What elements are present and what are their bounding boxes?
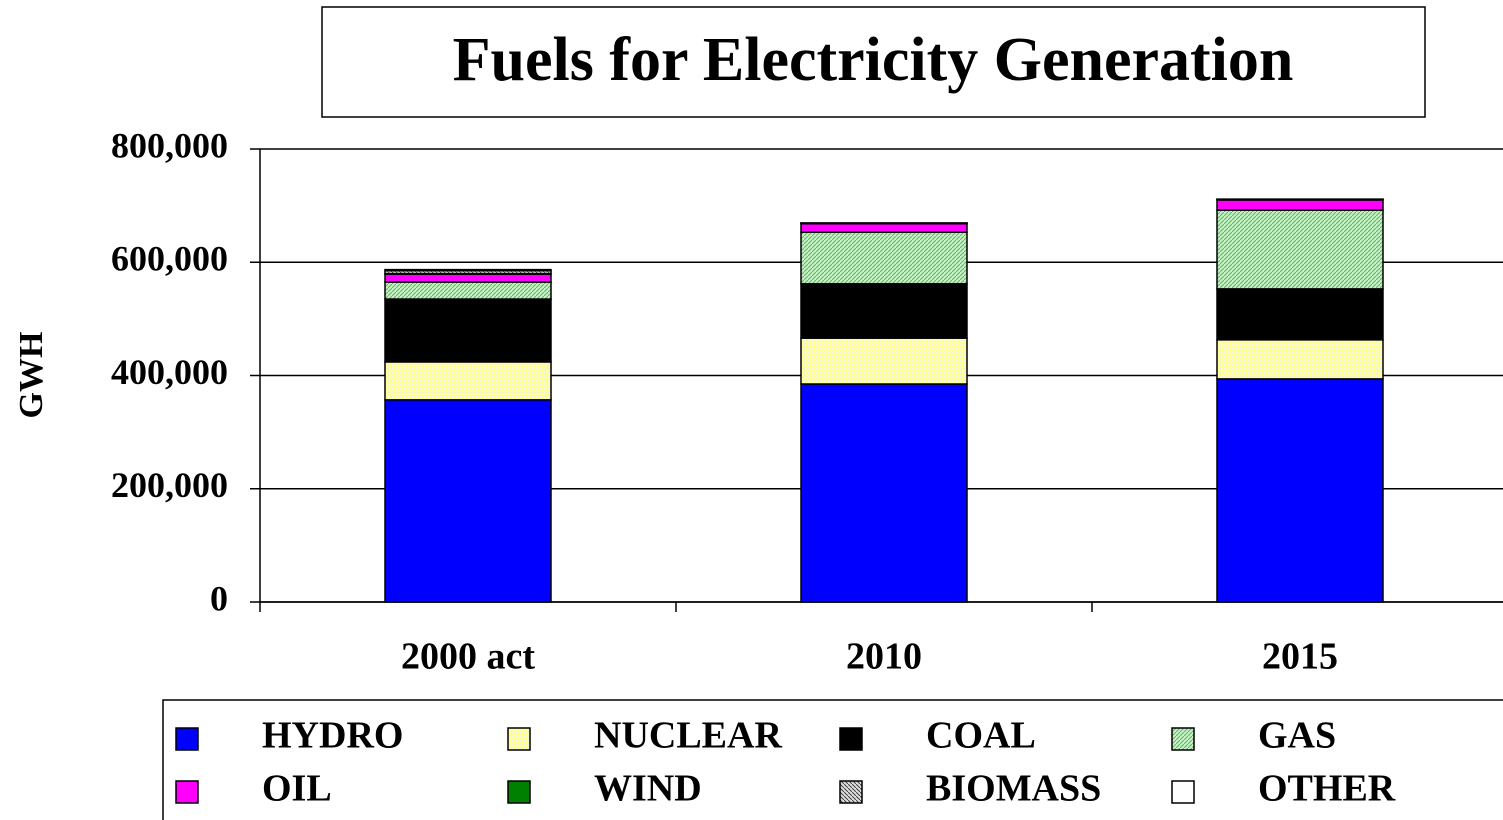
bar-segment xyxy=(1216,339,1384,380)
bar-segment xyxy=(384,268,552,272)
bar-segment xyxy=(800,383,968,603)
bar-segment xyxy=(1216,199,1384,211)
legend-label: NUCLEAR xyxy=(594,715,782,757)
bar-segment xyxy=(800,222,968,233)
chart-title: Fuels for Electricity Generation xyxy=(453,26,1294,94)
legend-label: OTHER xyxy=(1258,768,1396,810)
legend-swatch xyxy=(175,780,199,804)
bar-segment xyxy=(384,273,552,283)
legend-label: OIL xyxy=(262,768,332,810)
bar-segment xyxy=(1216,378,1384,603)
x-tick-label: 2015 xyxy=(1262,636,1338,678)
bar-segment xyxy=(384,281,552,300)
y-tick-label: 200,000 xyxy=(111,465,228,505)
bar-segment xyxy=(1216,209,1384,290)
legend-label: COAL xyxy=(926,715,1036,757)
legend-swatch xyxy=(1171,727,1195,751)
x-tick-label: 2000 act xyxy=(401,636,535,678)
bar-segment xyxy=(384,298,552,363)
x-tick-label: 2010 xyxy=(846,636,922,678)
y-axis-label: GWH xyxy=(13,332,50,419)
legend-label: GAS xyxy=(1258,715,1336,757)
legend-box xyxy=(162,699,1503,820)
legend-swatch xyxy=(175,727,199,751)
legend-swatch xyxy=(507,727,531,751)
bar-segment xyxy=(384,399,552,603)
y-tick-label: 400,000 xyxy=(111,352,228,392)
bar-segment xyxy=(800,283,968,339)
legend-swatch xyxy=(839,780,863,804)
legend-label: BIOMASS xyxy=(926,768,1101,810)
y-tick-label: 600,000 xyxy=(111,239,228,279)
bar-segment xyxy=(800,231,968,285)
bar-segment xyxy=(800,337,968,385)
legend-swatch xyxy=(839,727,863,751)
legend-label: WIND xyxy=(594,768,702,810)
legend-swatch xyxy=(507,780,531,804)
y-tick-label: 800,000 xyxy=(111,125,228,165)
bar-segment xyxy=(1216,288,1384,341)
title-box xyxy=(321,6,1426,118)
legend-swatch xyxy=(1171,780,1195,804)
y-tick-label: 0 xyxy=(210,578,228,618)
legend-label: HYDRO xyxy=(262,715,403,757)
bar-segment xyxy=(384,361,552,401)
